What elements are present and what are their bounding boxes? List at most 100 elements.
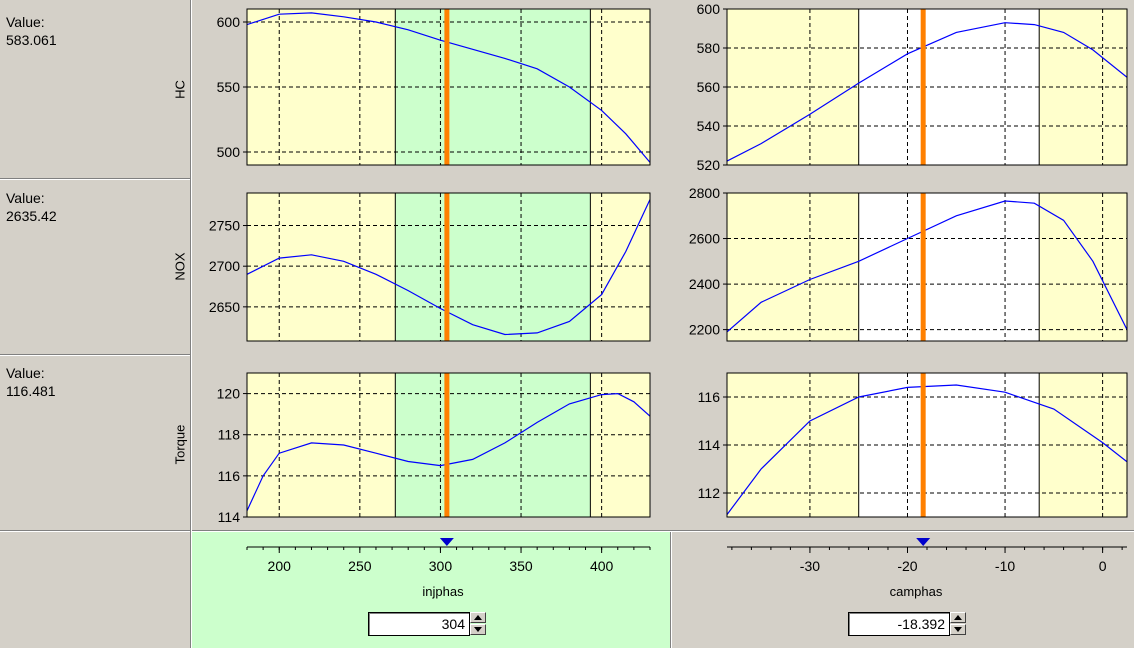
x-tick-label: -20 (897, 558, 917, 574)
value-caption: Value: (6, 365, 45, 381)
row-divider (0, 179, 190, 180)
chevron-down-icon (474, 627, 482, 632)
row-divider (0, 354, 190, 355)
plot-nox-camphas: 2200 2400 2600 2800 (689, 185, 1128, 342)
plot-hc-camphas: 520 540 560 580 600 (697, 1, 1128, 173)
column-divider (670, 532, 671, 648)
value-readout-nox: Value: 2635.42 (6, 189, 57, 225)
column-divider (190, 0, 191, 648)
ruler-camphas: -30 -20 -10 0 (727, 538, 1127, 574)
row-divider (0, 531, 1134, 532)
x-tick-label: 0 (1099, 558, 1107, 574)
y-tick-label: 112 (698, 485, 721, 501)
response-curve (727, 200, 1127, 333)
plot-torque-camphas: 112 114 116 (698, 372, 1128, 518)
y-tick-label: 560 (697, 79, 721, 95)
y-tick-label: 500 (217, 144, 241, 160)
constraint-region (395, 373, 591, 517)
y-tick-label: 600 (697, 1, 721, 17)
y-tick-label: 116 (218, 468, 241, 484)
y-tick-label: 2800 (689, 185, 720, 201)
x-tick-label: -10 (995, 558, 1015, 574)
x-tick-label: 400 (590, 558, 614, 574)
plot-nox-injphas: 2650 2700 2750 (209, 192, 651, 342)
cursor-line (920, 193, 926, 341)
camphas-spinner[interactable] (950, 612, 966, 636)
left-label-column: Value: 583.061 Value: 2635.42 Value: 116… (0, 0, 190, 648)
response-curve (247, 392, 650, 512)
chevron-down-icon (954, 627, 962, 632)
camphas-decrement-button[interactable] (950, 624, 966, 635)
cursor-line (920, 373, 926, 517)
x-tick-label: 300 (429, 558, 453, 574)
y-tick-label: 2650 (209, 299, 240, 315)
camphas-increment-button[interactable] (950, 612, 966, 623)
cursor-line (920, 9, 926, 165)
injphas-increment-button[interactable] (470, 612, 486, 623)
camphas-value-field[interactable] (848, 612, 950, 636)
x-axis-label-injphas: injphas (422, 584, 464, 599)
plot-frame (726, 372, 1128, 518)
y-tick-label: 2400 (689, 276, 720, 292)
constraint-region (395, 193, 591, 341)
ruler-injphas: 200 250 300 350 400 (246, 538, 651, 574)
y-tick-label: 116 (698, 389, 721, 405)
y-tick-label: 114 (698, 437, 721, 453)
chevron-up-icon (474, 615, 482, 620)
column-divider (671, 532, 672, 648)
value-marker-icon (916, 538, 931, 546)
cursor-line (444, 193, 450, 341)
plot-hc-injphas: 500 550 600 (217, 8, 651, 166)
x-tick-label: -30 (800, 558, 820, 574)
cursor-line (444, 373, 450, 517)
y-tick-label: 550 (217, 79, 241, 95)
cursor-line (444, 9, 450, 165)
x-tick-label: 250 (348, 558, 372, 574)
injphas-input[interactable] (369, 613, 469, 635)
x-axis-label-camphas: camphas (889, 584, 943, 599)
plot-frame (246, 8, 651, 166)
y-tick-label: 540 (697, 118, 721, 134)
value-readout-hc: Value: 583.061 (6, 13, 57, 49)
x-tick-label: 350 (509, 558, 533, 574)
plot-frame (246, 372, 651, 518)
value-number: 583.061 (6, 32, 57, 48)
value-number: 2635.42 (6, 208, 57, 224)
y-tick-label: 520 (697, 157, 721, 173)
column-divider (191, 0, 192, 648)
value-caption: Value: (6, 14, 45, 30)
plot-frame (726, 192, 1128, 342)
constraint-region (858, 9, 1040, 165)
response-curve (727, 22, 1127, 162)
y-tick-label: 120 (217, 386, 241, 402)
y-tick-label: 2200 (689, 322, 720, 338)
injphas-value-field[interactable] (368, 612, 470, 636)
response-curve (727, 384, 1127, 515)
constraint-region (858, 193, 1040, 341)
row-divider (0, 355, 190, 356)
y-tick-label: 118 (218, 427, 241, 443)
plot-frame (246, 192, 651, 342)
camphas-input[interactable] (849, 613, 949, 635)
x-tick-label: 200 (268, 558, 292, 574)
value-readout-torque: Value: 116.481 (6, 364, 56, 400)
chevron-up-icon (954, 615, 962, 620)
y-tick-label: 580 (697, 40, 721, 56)
row-divider (0, 178, 190, 179)
response-curve (247, 199, 650, 336)
injphas-spinner[interactable] (470, 612, 486, 636)
plot-torque-injphas: 114 116 118 120 (217, 372, 651, 525)
y-tick-label: 2600 (689, 231, 720, 247)
plot-frame (726, 8, 1128, 166)
response-curve (247, 12, 650, 163)
row-divider (0, 530, 1134, 531)
y-tick-label: 114 (218, 509, 241, 525)
value-number: 116.481 (6, 383, 56, 399)
y-tick-label: 2750 (209, 218, 240, 234)
value-caption: Value: (6, 190, 45, 206)
y-tick-label: 600 (217, 14, 241, 30)
injphas-decrement-button[interactable] (470, 624, 486, 635)
y-tick-label: 2700 (209, 258, 240, 274)
value-marker-icon (439, 538, 454, 546)
